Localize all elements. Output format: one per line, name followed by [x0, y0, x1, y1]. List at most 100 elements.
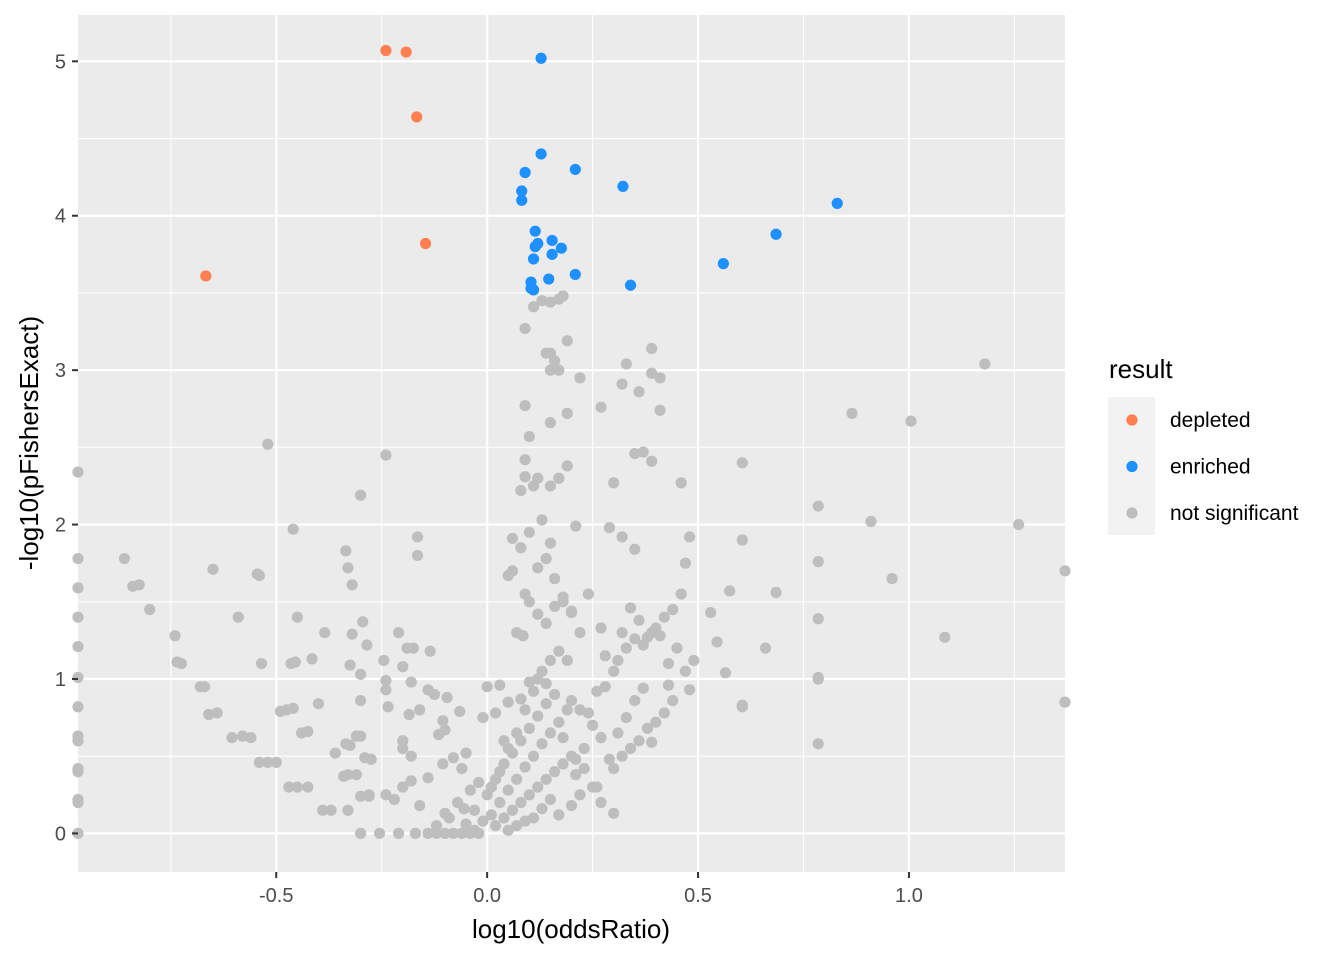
point-not-significant — [251, 568, 263, 580]
point-not-significant — [812, 738, 824, 750]
point-not-significant — [646, 455, 658, 467]
point-enriched — [770, 228, 782, 240]
x-axis: -0.5 0.0 0.5 1.0 — [259, 872, 923, 907]
point-not-significant — [481, 681, 493, 693]
point-not-significant — [519, 761, 531, 773]
point-not-significant — [502, 784, 514, 796]
y-tick-label: 5 — [55, 51, 66, 73]
point-not-significant — [357, 616, 369, 628]
point-not-significant — [532, 673, 544, 685]
point-not-significant — [171, 656, 183, 668]
point-not-significant — [350, 730, 362, 742]
point-enriched — [555, 242, 567, 254]
point-not-significant — [557, 758, 569, 770]
point-not-significant — [523, 430, 535, 443]
point-not-significant — [72, 701, 84, 713]
point-not-significant — [553, 716, 565, 728]
point-not-significant — [519, 471, 531, 483]
point-not-significant — [506, 565, 519, 577]
x-tick-label: 0.0 — [473, 885, 501, 907]
point-not-significant — [447, 827, 459, 839]
point-not-significant — [460, 747, 472, 759]
point-enriched — [624, 279, 637, 291]
point-not-significant — [736, 701, 748, 713]
point-not-significant — [1059, 696, 1071, 708]
point-not-significant — [684, 531, 696, 543]
point-enriched — [569, 163, 581, 176]
point-not-significant — [329, 747, 341, 759]
point-not-significant — [407, 642, 419, 654]
point-not-significant — [494, 766, 506, 778]
point-not-significant — [72, 671, 84, 684]
point-not-significant — [633, 386, 645, 398]
point-not-significant — [291, 781, 303, 793]
point-not-significant — [620, 358, 632, 370]
point-not-significant — [812, 613, 824, 625]
point-not-significant — [519, 322, 531, 335]
point-not-significant — [557, 290, 569, 302]
point-not-significant — [561, 704, 573, 716]
point-not-significant — [578, 762, 590, 775]
point-not-significant — [519, 815, 531, 827]
point-not-significant — [344, 739, 356, 751]
point-enriched — [546, 234, 558, 247]
point-not-significant — [506, 804, 519, 816]
point-not-significant — [532, 472, 544, 484]
point-not-significant — [355, 790, 367, 802]
legend-key-depleted — [1126, 414, 1138, 426]
point-depleted — [200, 270, 212, 282]
point-not-significant — [544, 296, 557, 308]
point-not-significant — [544, 793, 557, 806]
point-not-significant — [409, 827, 422, 839]
point-not-significant — [599, 650, 611, 662]
point-not-significant — [226, 732, 238, 744]
point-not-significant — [72, 582, 84, 594]
point-not-significant — [658, 707, 670, 719]
point-not-significant — [544, 480, 557, 492]
point-enriched — [516, 185, 528, 197]
point-not-significant — [561, 335, 573, 347]
point-not-significant — [72, 766, 84, 778]
point-not-significant — [608, 665, 620, 677]
point-not-significant — [274, 705, 287, 718]
point-not-significant — [637, 682, 649, 694]
point-not-significant — [662, 679, 675, 691]
point-not-significant — [544, 654, 557, 667]
point-not-significant — [262, 438, 274, 450]
point-not-significant — [616, 750, 628, 762]
point-not-significant — [675, 588, 687, 600]
point-not-significant — [633, 735, 645, 747]
data-points — [72, 44, 1071, 839]
point-not-significant — [342, 562, 354, 574]
x-tick-label: 1.0 — [895, 885, 923, 907]
point-not-significant — [599, 681, 611, 693]
point-not-significant — [414, 800, 426, 812]
point-not-significant — [527, 301, 540, 313]
point-not-significant — [624, 742, 637, 755]
point-not-significant — [361, 639, 373, 651]
point-not-significant — [662, 657, 675, 670]
point-not-significant — [72, 640, 84, 653]
point-not-significant — [565, 800, 578, 812]
point-not-significant — [608, 807, 620, 819]
point-not-significant — [561, 654, 573, 667]
point-not-significant — [540, 617, 552, 629]
point-not-significant — [437, 715, 449, 727]
point-not-significant — [591, 685, 603, 697]
point-enriched — [543, 273, 555, 285]
point-not-significant — [570, 520, 582, 532]
point-not-significant — [502, 696, 514, 708]
point-not-significant — [736, 534, 748, 546]
point-not-significant — [557, 732, 569, 744]
point-not-significant — [905, 415, 917, 427]
point-not-significant — [519, 588, 531, 600]
legend-label-not-significant: not significant — [1170, 502, 1299, 525]
point-not-significant — [382, 701, 394, 713]
point-not-significant — [544, 347, 557, 359]
point-not-significant — [629, 447, 641, 460]
point-not-significant — [595, 732, 607, 744]
point-not-significant — [536, 803, 548, 815]
point-not-significant — [608, 762, 620, 775]
point-not-significant — [574, 372, 586, 384]
point-not-significant — [595, 796, 607, 809]
